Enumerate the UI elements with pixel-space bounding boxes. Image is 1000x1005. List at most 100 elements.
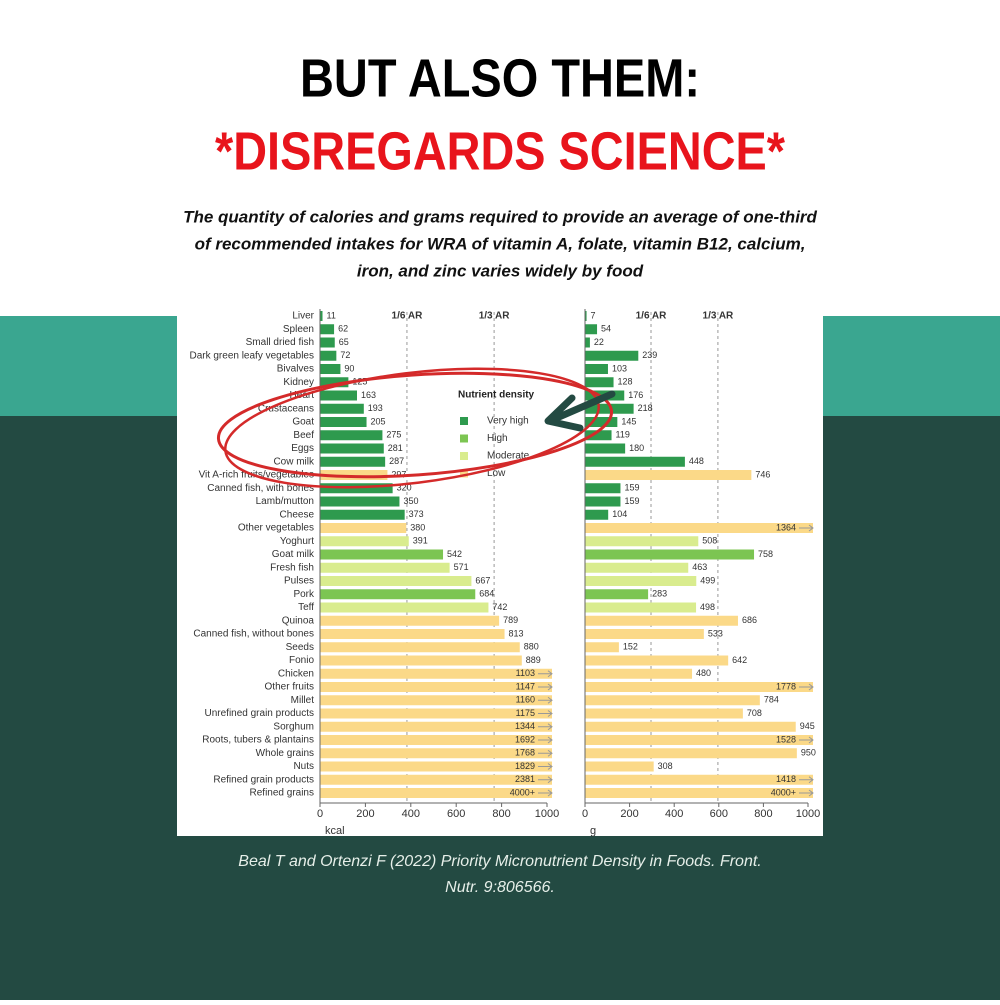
value-label: 145 <box>621 416 636 426</box>
bar <box>320 364 341 374</box>
arrow <box>548 390 616 424</box>
x-tick-label: 600 <box>710 808 728 820</box>
bar <box>320 615 500 626</box>
ref-label: 1/3 AR <box>479 311 511 322</box>
subtitle: of recommended intakes for WRA of vitami… <box>195 234 806 253</box>
value-label: 308 <box>658 761 673 771</box>
bar <box>320 602 489 613</box>
category-label: Teff <box>298 602 314 613</box>
value-label: 2381 <box>515 774 535 784</box>
bar <box>320 788 552 798</box>
bar <box>585 695 760 706</box>
subtitle: iron, and zinc varies widely by food <box>357 261 644 280</box>
category-label: Spleen <box>283 324 314 335</box>
bar <box>320 509 405 520</box>
bar <box>320 721 552 732</box>
overflow-arrow <box>538 696 553 704</box>
value-label: 205 <box>371 416 386 426</box>
x-tick-label: 800 <box>754 808 772 820</box>
value-label: 103 <box>612 363 627 373</box>
value-label: 463 <box>692 562 707 572</box>
value-label: 163 <box>361 390 376 400</box>
bar <box>585 377 614 388</box>
bar <box>585 536 699 547</box>
value-label: 297 <box>391 469 406 479</box>
x-tick-label: 0 <box>582 808 588 820</box>
value-label: 480 <box>696 668 711 678</box>
value-label: 62 <box>338 324 348 334</box>
value-label: 380 <box>410 522 425 532</box>
bar <box>585 774 813 785</box>
bar <box>320 390 358 401</box>
red-circle <box>216 371 614 479</box>
value-label: 128 <box>618 377 633 387</box>
category-label: Unrefined grain products <box>204 708 314 719</box>
value-label: 104 <box>612 509 627 519</box>
value-label: 193 <box>368 403 383 413</box>
category-label: Yoghurt <box>280 536 314 547</box>
bar <box>320 549 444 560</box>
bar <box>320 748 552 759</box>
bar <box>585 337 590 348</box>
bar <box>585 761 654 772</box>
value-label: 350 <box>403 496 418 506</box>
bar <box>320 470 388 480</box>
value-label: 758 <box>758 549 773 559</box>
x-tick-label: 200 <box>356 808 374 820</box>
bar <box>585 562 689 573</box>
value-label: 542 <box>447 549 462 559</box>
bar <box>320 668 552 679</box>
legend-swatch <box>460 434 468 443</box>
bar <box>320 324 335 335</box>
bar <box>320 417 367 427</box>
overflow-arrow <box>538 789 553 797</box>
legend-label: Moderate <box>487 451 530 462</box>
bars <box>585 311 813 798</box>
overflow-arrow <box>538 763 553 770</box>
value-label: 4000+ <box>771 787 796 797</box>
x-tick-label: 1000 <box>535 808 559 820</box>
overflow-arrow <box>538 723 553 731</box>
value-label: 176 <box>628 390 643 400</box>
category-label: Canned fish, with bones <box>207 483 314 494</box>
category-label: Cow milk <box>273 456 315 467</box>
overflow-arrow <box>538 670 553 678</box>
bar <box>320 682 552 692</box>
value-label: 708 <box>747 708 762 718</box>
bar <box>320 735 552 745</box>
bar <box>320 576 472 586</box>
bar <box>320 456 386 467</box>
bar <box>320 708 552 719</box>
value-label: 667 <box>475 575 490 585</box>
value-label: 684 <box>479 589 494 599</box>
value-label: 945 <box>800 721 815 731</box>
category-label: Small dried fish <box>246 337 314 348</box>
value-label: 283 <box>652 589 667 599</box>
overflow-arrow <box>799 776 814 784</box>
category-label: Other vegetables <box>238 523 314 534</box>
bar <box>585 655 729 666</box>
ref-label: 1/6 AR <box>392 311 424 322</box>
x-axis-label: g <box>590 825 596 837</box>
bar <box>585 602 697 613</box>
category-label: Goat <box>292 417 314 428</box>
bar <box>320 761 552 772</box>
value-label: 508 <box>702 536 717 546</box>
value-label: 1829 <box>515 761 535 771</box>
overflow-arrow <box>538 776 553 784</box>
value-label: 1692 <box>515 734 535 744</box>
value-label: 287 <box>389 456 404 466</box>
bar <box>320 695 552 706</box>
category-label: Whole grains <box>256 748 314 759</box>
bar <box>320 311 323 321</box>
overflow-arrow <box>799 683 814 691</box>
value-label: 54 <box>601 324 611 334</box>
value-label: 4000+ <box>510 787 535 797</box>
value-label: 275 <box>386 430 401 440</box>
bar <box>585 682 813 692</box>
category-label: Nuts <box>293 761 314 772</box>
bar <box>585 311 587 321</box>
category-label: Beef <box>293 430 314 441</box>
bar <box>585 788 813 798</box>
